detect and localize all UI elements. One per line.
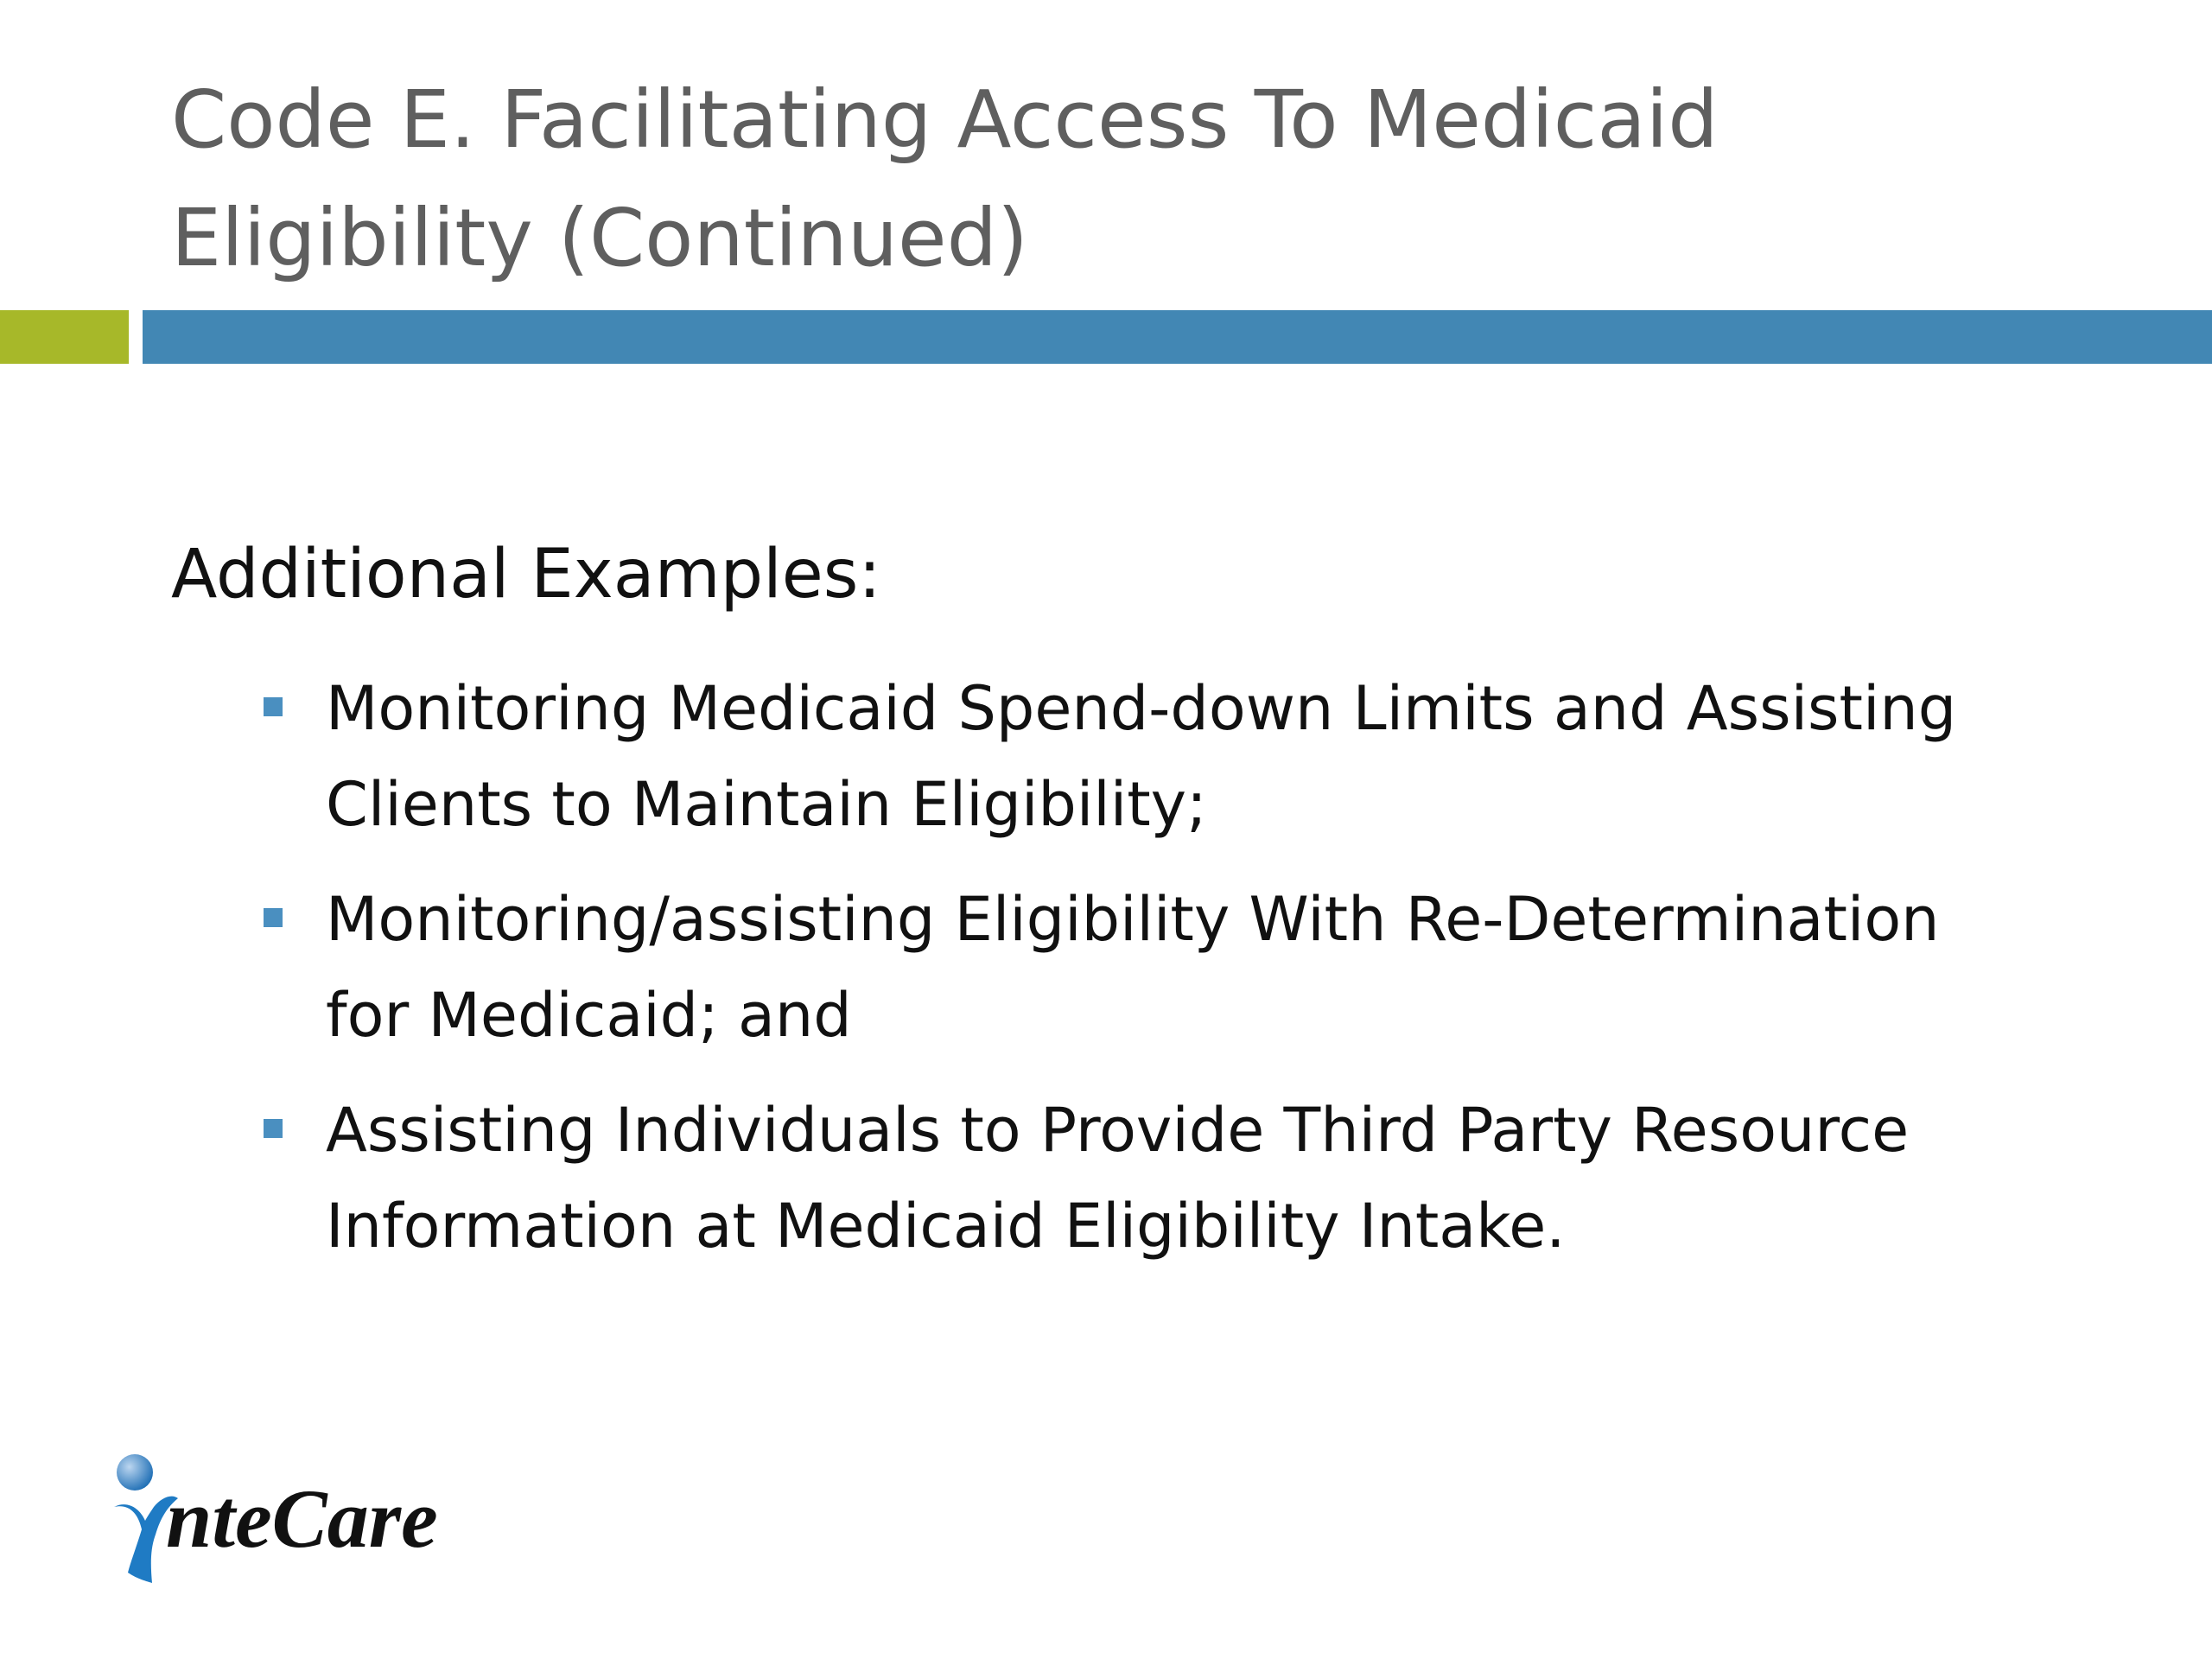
bullet-text-line: Information at Medicaid Eligibility Inta…: [326, 1191, 1566, 1262]
accent-bar-green: [0, 310, 129, 364]
square-bullet-icon: [264, 697, 283, 716]
bullet-text-line: Monitoring/assisting Eligibility With Re…: [326, 884, 1940, 955]
list-item: Assisting Individuals to Provide Third P…: [264, 1083, 1956, 1274]
intecare-logo: nteCare: [112, 1452, 458, 1590]
bullet-text-line: for Medicaid; and: [326, 980, 852, 1051]
bullet-text-line: Monitoring Medicaid Spend-down Limits an…: [326, 673, 1957, 744]
list-item: Monitoring Medicaid Spend-down Limits an…: [264, 661, 1956, 853]
title-line-2: Eligibility (Continued): [171, 192, 1028, 284]
subheading: Additional Examples:: [171, 536, 881, 613]
square-bullet-icon: [264, 908, 283, 927]
logo-text: nteCare: [166, 1472, 438, 1565]
bullet-list: Monitoring Medicaid Spend-down Limits an…: [264, 661, 1956, 1294]
slide-title: Code E. Facilitating Access To Medicaid …: [171, 60, 1719, 297]
square-bullet-icon: [264, 1119, 283, 1138]
accent-bar-blue: [143, 310, 2212, 364]
bullet-text-line: Clients to Maintain Eligibility;: [326, 769, 1207, 840]
title-line-1: Code E. Facilitating Access To Medicaid: [171, 73, 1719, 166]
bullet-text-line: Assisting Individuals to Provide Third P…: [326, 1095, 1910, 1166]
list-item: Monitoring/assisting Eligibility With Re…: [264, 872, 1956, 1064]
person-figure-icon: [114, 1454, 178, 1583]
